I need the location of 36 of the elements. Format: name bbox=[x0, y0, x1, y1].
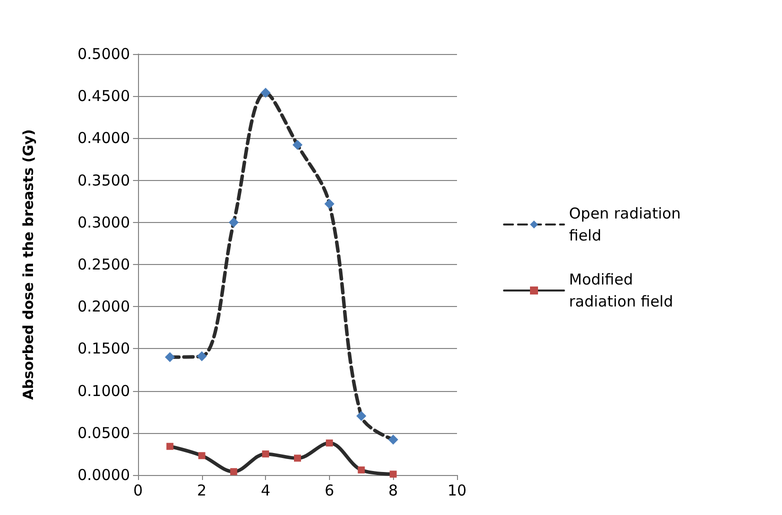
y-tick-label: 0.3000 bbox=[78, 213, 130, 232]
y-tick-label: 0.0500 bbox=[78, 424, 130, 442]
point bbox=[294, 454, 301, 462]
y-tick-label: 0.4000 bbox=[78, 129, 130, 148]
legend-label: Open radiation field bbox=[569, 204, 686, 244]
point bbox=[356, 411, 366, 422]
point bbox=[390, 470, 397, 478]
y-tick-label: 0.0000 bbox=[78, 466, 130, 484]
x-tick-label: 2 bbox=[197, 482, 207, 500]
y-tick-label: 0.1500 bbox=[78, 340, 130, 358]
y-tick-label: 0.1000 bbox=[78, 382, 130, 400]
point bbox=[358, 466, 365, 474]
y-tick-label: 0.3500 bbox=[78, 171, 130, 190]
x-tick-label: 4 bbox=[260, 482, 270, 500]
y-axis-title: Absorbed dose in the breasts (Gy) bbox=[21, 129, 37, 400]
point bbox=[198, 452, 206, 460]
point bbox=[196, 351, 207, 362]
point bbox=[260, 88, 271, 98]
x-tick-label: 8 bbox=[388, 482, 398, 500]
point bbox=[292, 140, 302, 150]
point bbox=[230, 468, 238, 476]
point bbox=[262, 450, 270, 458]
legend-label: Modified radiation field bbox=[569, 270, 674, 310]
point bbox=[388, 434, 398, 445]
point bbox=[326, 440, 333, 447]
x-tick-label: 10 bbox=[447, 482, 467, 500]
y-tick-label: 0.2000 bbox=[78, 298, 130, 316]
x-tick-label: 6 bbox=[324, 482, 334, 500]
y-tick-label: 0.2500 bbox=[78, 256, 130, 274]
y-tick-label: 0.4500 bbox=[78, 87, 130, 106]
point bbox=[166, 442, 174, 450]
y-tick-label: 0.5000 bbox=[78, 45, 130, 63]
point bbox=[164, 352, 175, 362]
point bbox=[324, 198, 334, 209]
point bbox=[228, 217, 239, 228]
x-tick-label: 0 bbox=[133, 482, 143, 500]
